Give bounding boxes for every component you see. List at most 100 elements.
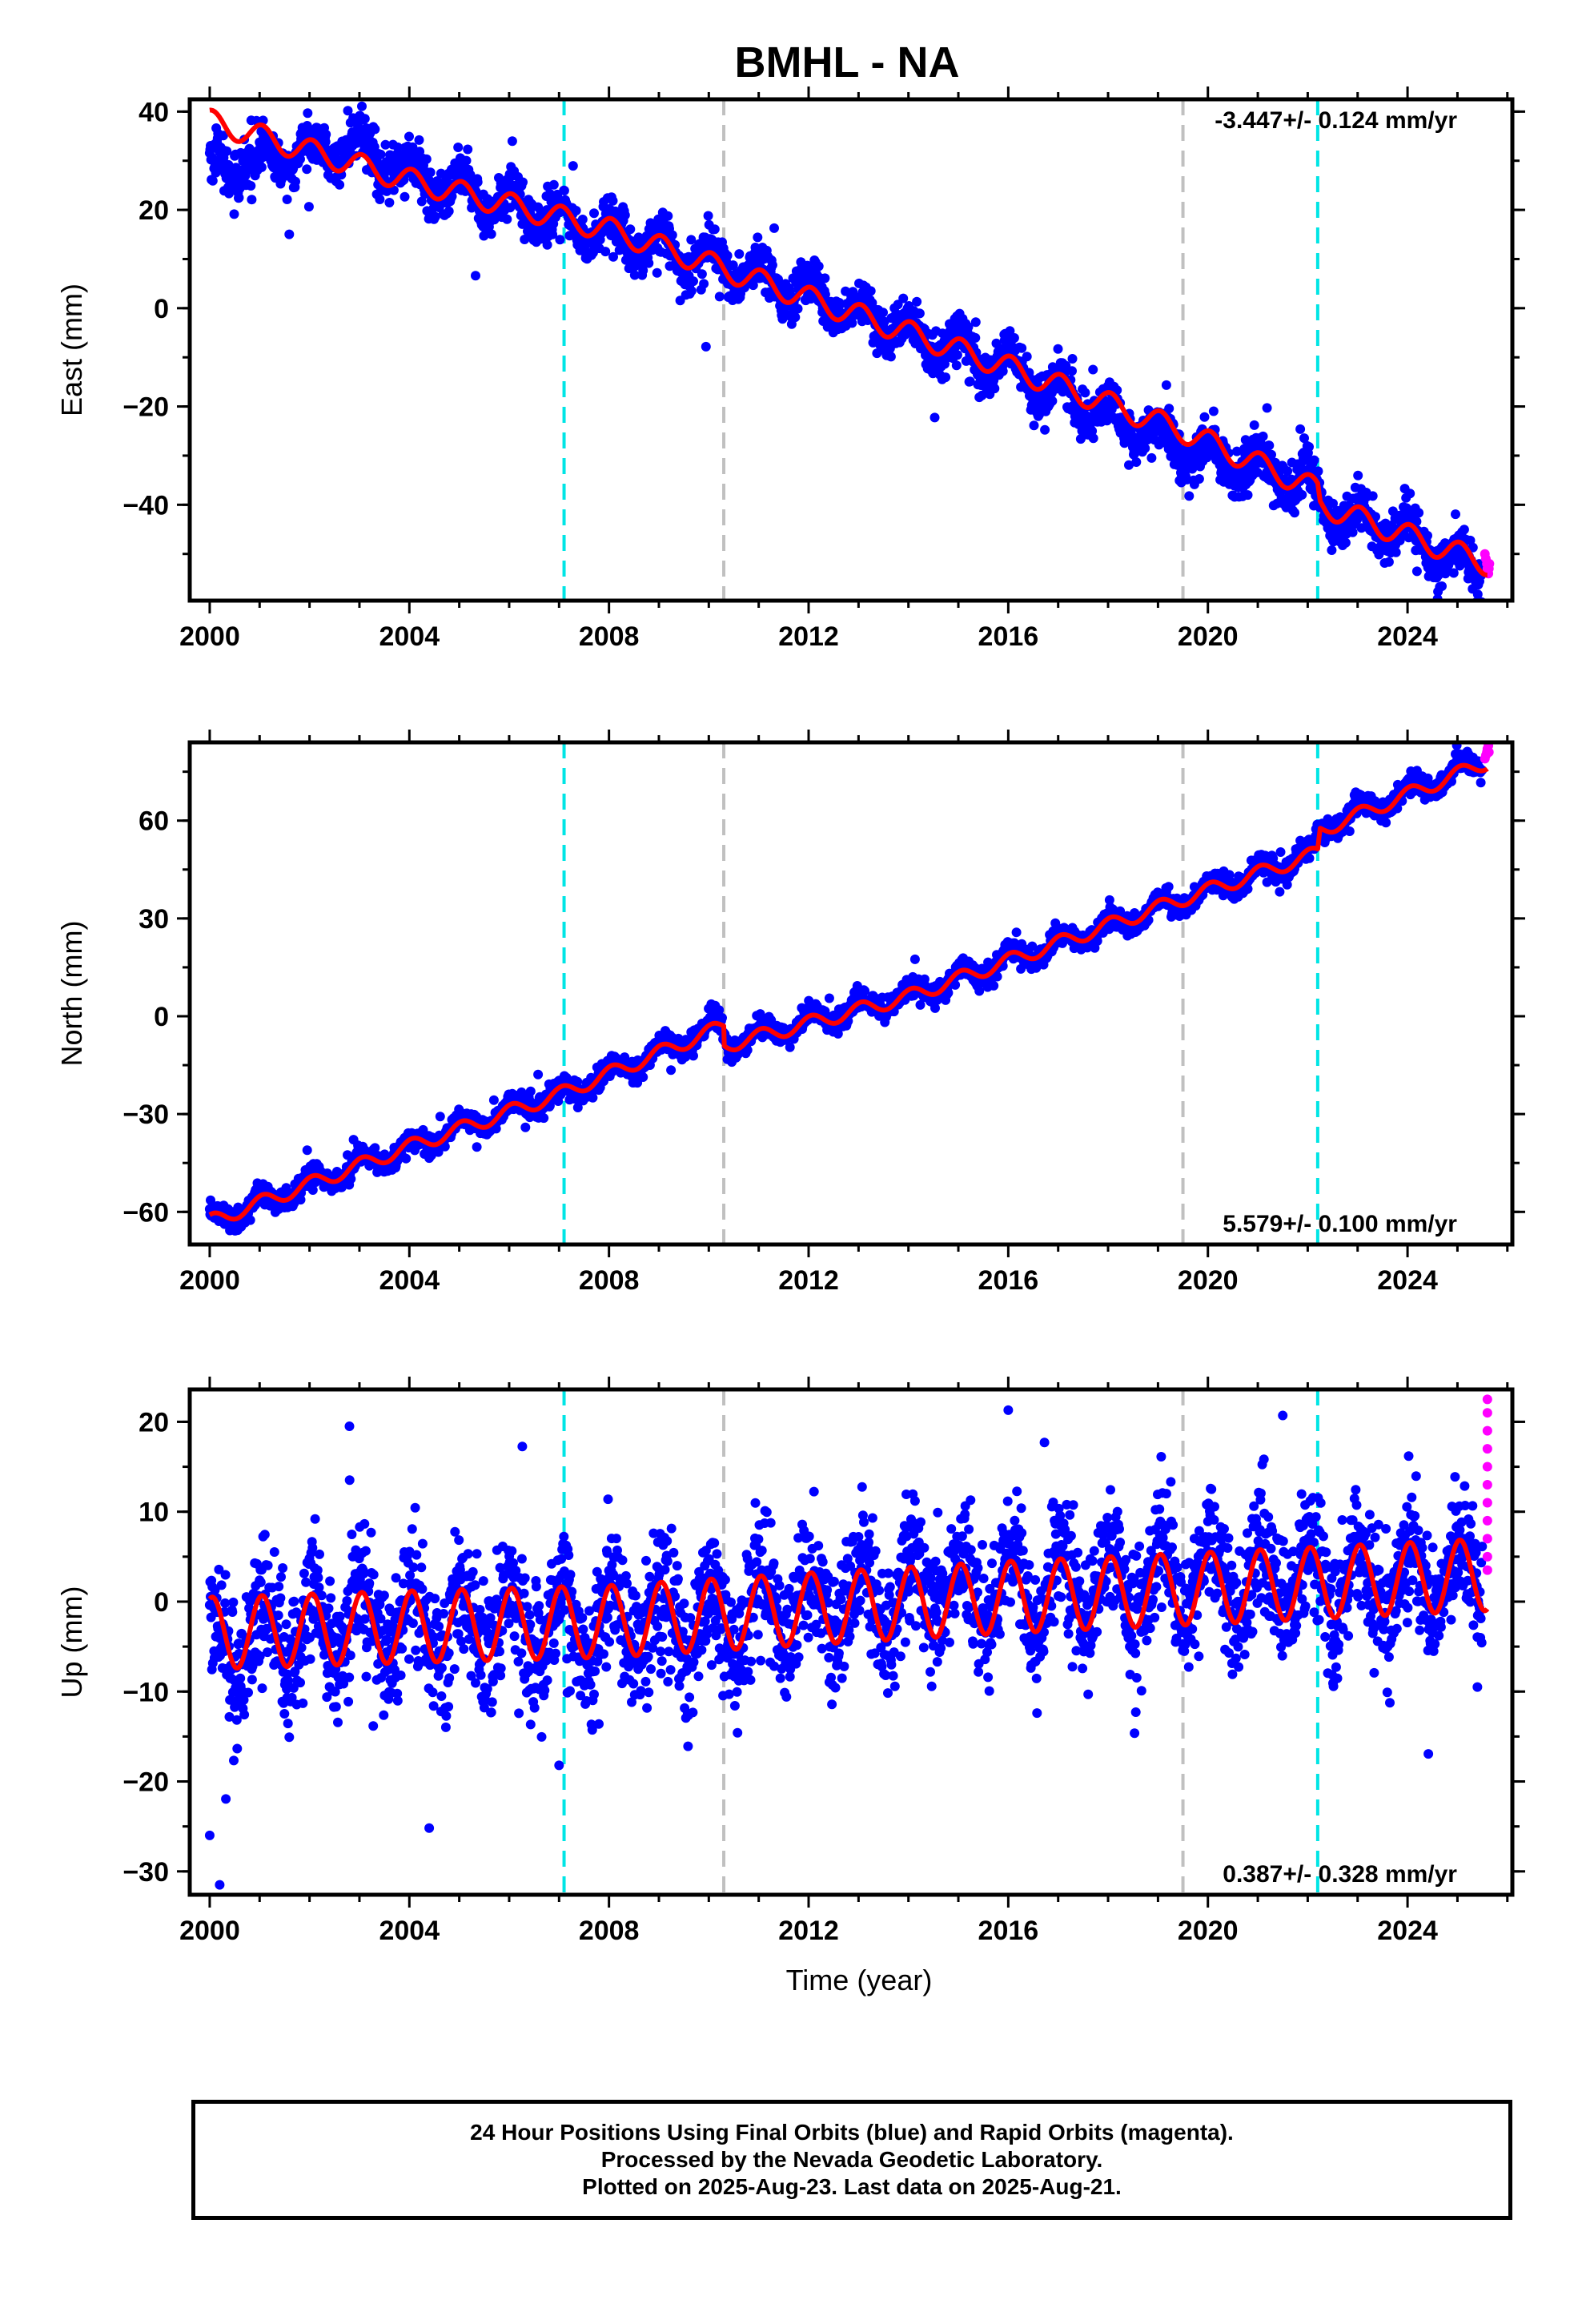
panel-north: 2000 2004 2008 2012 2016 2020 202460300−30−60N… (55, 730, 1525, 1296)
final-orbit-point (847, 318, 857, 328)
final-orbit-point (686, 235, 697, 245)
final-orbit-point (388, 185, 399, 195)
final-orbit-point (1327, 545, 1337, 555)
rapid-orbit-point (1484, 558, 1495, 569)
final-orbit-point (667, 230, 677, 240)
final-orbit-point (392, 142, 403, 152)
final-orbit-point (912, 296, 922, 307)
x-tick-label: 2020 (1178, 621, 1239, 652)
final-orbit-point (1017, 343, 1027, 353)
final-orbit-point (793, 304, 803, 314)
final-orbit-point (663, 211, 673, 221)
final-orbit-point (930, 412, 940, 423)
final-orbit-point (303, 108, 313, 119)
x-tick-label: 2008 (579, 621, 640, 652)
final-orbit-point (375, 149, 386, 159)
final-orbit-point (256, 162, 267, 172)
final-orbit-point (357, 101, 367, 111)
final-orbit-point (608, 251, 618, 262)
final-orbit-point (824, 993, 834, 1003)
final-orbit-point (1290, 508, 1299, 518)
final-orbit-point (990, 384, 1000, 394)
final-orbit-point (629, 270, 640, 280)
final-orbit-point (1140, 443, 1150, 453)
final-orbit-point (1391, 547, 1401, 557)
final-orbit-point (571, 206, 581, 215)
final-orbit-point (282, 195, 292, 204)
final-orbit-point (463, 144, 473, 155)
y-tick-label: 40 (139, 97, 169, 127)
final-orbit-point (346, 1174, 356, 1184)
final-orbit-point (644, 258, 654, 268)
final-orbit-point (717, 1013, 727, 1023)
y-tick-label: −40 (122, 490, 169, 521)
final-orbit-point (769, 223, 779, 233)
final-orbit-point (435, 1112, 445, 1122)
final-orbit-point (1146, 452, 1157, 463)
final-orbit-point (900, 329, 910, 340)
final-orbit-point (589, 208, 599, 219)
final-orbit-point (989, 980, 999, 991)
final-orbit-point (1249, 420, 1259, 430)
final-orbit-point (430, 211, 440, 222)
final-orbit-point (404, 131, 414, 142)
final-orbit-point (246, 181, 256, 191)
final-orbit-point (320, 137, 331, 147)
final-orbit-point (965, 376, 975, 387)
final-orbit-point (421, 154, 432, 164)
final-orbit-point (1297, 489, 1307, 500)
final-orbit-point (703, 211, 713, 221)
final-orbit-point (1414, 508, 1424, 518)
final-orbit-point (310, 88, 319, 98)
panels-group: 2000 2004 2008 2012 2016 2020 202440200−20−40E… (55, 86, 1525, 1996)
plot-area-east (204, 88, 1495, 601)
final-orbit-point (1347, 527, 1358, 537)
y-tick-label: 0 (154, 294, 169, 324)
y-tick-label: 20 (139, 195, 169, 226)
final-orbit-point (1264, 440, 1275, 451)
final-orbit-point (321, 129, 331, 139)
final-orbit-points-north (204, 742, 1488, 1236)
final-orbit-point (247, 195, 257, 205)
final-orbit-point (951, 360, 962, 371)
final-orbit-point (813, 261, 824, 271)
final-orbit-point (1087, 426, 1098, 436)
final-orbit-point (1040, 424, 1050, 435)
final-orbit-point (542, 239, 552, 250)
final-orbit-point (453, 143, 464, 152)
panel-east: 2000 2004 2008 2012 2016 2020 202440200−20−40E… (55, 86, 1525, 652)
final-orbit-point (425, 167, 436, 178)
final-orbit-point (533, 1069, 544, 1080)
final-orbit-point (380, 139, 391, 150)
x-tick-label: 2024 (1377, 621, 1438, 652)
final-orbit-point (1340, 537, 1351, 548)
final-orbit-point (970, 317, 981, 328)
final-orbit-point (1309, 455, 1319, 465)
final-orbit-point (1459, 525, 1469, 535)
final-orbit-point (753, 232, 763, 243)
final-orbit-point (369, 142, 379, 152)
final-orbit-point (472, 177, 483, 187)
final-orbit-point (520, 1122, 531, 1132)
final-orbit-point (728, 260, 738, 271)
final-orbit-point (820, 273, 830, 283)
final-orbit-point (218, 131, 228, 141)
final-orbit-point (689, 276, 698, 287)
final-orbit-point (1295, 424, 1306, 434)
final-orbit-point (1405, 489, 1415, 499)
final-orbit-point (414, 135, 424, 145)
final-orbit-point (234, 192, 244, 203)
final-orbit-point (1047, 396, 1058, 406)
x-tick-label: 2016 (978, 621, 1039, 652)
final-orbit-point (295, 154, 305, 164)
final-orbit-point (207, 175, 218, 186)
final-orbit-point (302, 1145, 312, 1156)
final-orbit-point (941, 372, 951, 383)
final-orbit-point (652, 267, 662, 278)
final-orbit-point (222, 146, 232, 156)
final-orbit-point (447, 191, 457, 202)
final-orbit-point (416, 196, 427, 207)
final-orbit-point (909, 954, 920, 964)
final-orbit-point (1080, 388, 1090, 398)
